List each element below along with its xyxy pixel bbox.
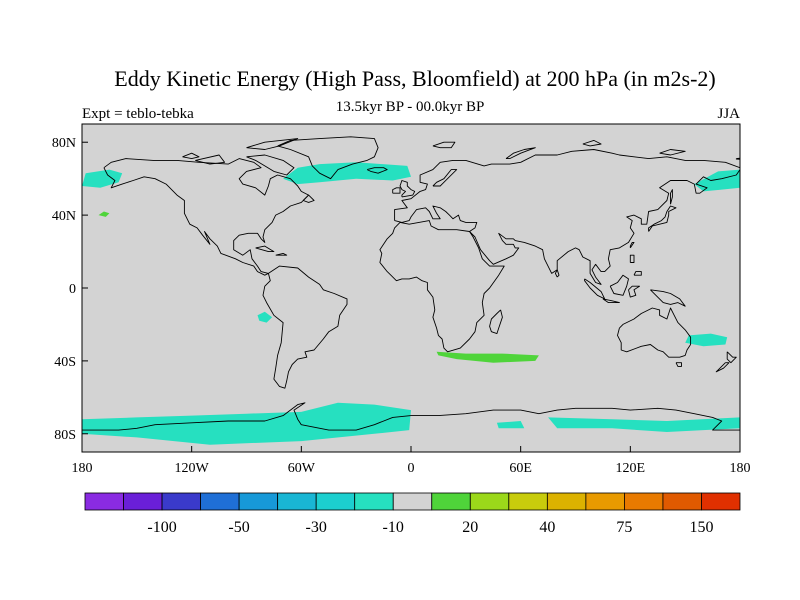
lon-tick-label-5: 120E	[616, 461, 646, 476]
coastline-taiwan	[629, 241, 635, 249]
colorbar: -100 -50 -30 -10 20 40 75 150	[84, 492, 741, 536]
colorbar-box-5	[277, 492, 317, 511]
coastline-svalbard	[432, 141, 456, 149]
coastline-sumatra	[584, 278, 606, 300]
coastline-sri-lanka	[554, 269, 560, 278]
coastline-philippines-mindanao	[633, 271, 642, 276]
lat-tick-label-40s: 40S	[54, 355, 76, 370]
colorbar-box-8	[392, 492, 433, 511]
lat-tick-label-80n: 80N	[52, 136, 76, 151]
coastline-borneo	[609, 274, 629, 296]
colorbar-label-2: -30	[306, 519, 327, 536]
anomaly-alaska-pacific-patch	[82, 169, 123, 188]
coastline-novaya-zemlya	[505, 147, 536, 160]
lon-tick-label-2: 60W	[288, 461, 316, 476]
lon-tick-label-4: 60E	[509, 461, 532, 476]
anomaly-north-pacific-small-patch	[98, 211, 110, 217]
colorbar-box-10	[469, 492, 510, 511]
colorbar-box-12	[546, 492, 587, 511]
anomaly-south-indian-ocean-band	[436, 351, 539, 363]
lat-tick-label-80s: 80S	[54, 428, 76, 443]
anomaly-south-atlantic-patch	[257, 311, 273, 323]
coastline-ireland	[392, 187, 401, 194]
colorbar-label-6: 75	[616, 519, 632, 536]
lon-tick-label-0: 180	[72, 461, 93, 476]
map-land-background	[82, 124, 740, 452]
coastline-africa	[379, 220, 505, 353]
colorbar-box-11	[508, 492, 548, 511]
coastline-ellesmere-island	[246, 138, 299, 150]
coastline-cuba	[255, 245, 275, 253]
anomaly-antarctic-band-east-small	[496, 421, 525, 429]
coastline-tasmania	[675, 362, 682, 367]
coastline-baffin-island	[246, 154, 295, 176]
coastline-great-britain	[399, 180, 416, 198]
coastline-new-guinea	[650, 289, 686, 307]
coastline-severnaya-zemlya	[582, 139, 602, 147]
colorbar-label-4: 20	[462, 519, 478, 536]
colorbar-box-14	[624, 492, 664, 511]
colorbar-box-1	[123, 492, 163, 511]
coastline-banks-island	[182, 152, 200, 160]
period-label: 13.5kyr BP - 00.0kyr BP	[336, 99, 485, 115]
colorbar-label-1: -50	[228, 519, 249, 536]
experiment-label: Expt = teblo-tebka	[82, 106, 194, 122]
coastline-greenland	[277, 136, 379, 180]
coastline-sulawesi	[628, 285, 640, 298]
coastline-iceland	[366, 167, 388, 174]
coastline-eurasia	[394, 149, 740, 285]
coastline-south-america	[262, 265, 348, 389]
colorbar-box-16	[701, 492, 741, 511]
coastline-sakhalin	[670, 189, 673, 205]
colorbar-label-5: 40	[539, 519, 555, 536]
latitude-axis: 80N 40N 0 40S 80S	[52, 136, 88, 443]
colorbar-label-0: -100	[147, 519, 176, 536]
colorbar-box-4	[238, 492, 279, 511]
coastline-victoria-island	[195, 154, 226, 165]
coastline-new-siberian-islands	[659, 149, 686, 156]
anomaly-southeast-australia-patch	[685, 333, 728, 347]
coastline-australia	[617, 307, 692, 358]
coastline-wrangel-island	[735, 157, 740, 160]
lon-tick-label-6: 180	[730, 461, 751, 476]
colorbar-box-3	[200, 492, 240, 511]
coastline-hispaniola	[275, 252, 288, 256]
anomaly-east-asia-pacific-patch	[694, 169, 740, 192]
colorbar-box-9	[431, 492, 471, 511]
anomaly-antarctic-band-east	[548, 417, 740, 432]
anomaly-fields	[82, 162, 740, 445]
coastline-japan	[648, 205, 677, 232]
colorbar-label-3: -10	[383, 519, 404, 536]
coastline-antarctica	[82, 402, 740, 452]
colorbar-box-15	[662, 492, 702, 511]
colorbar-box-6	[315, 492, 356, 511]
colorbar-box-0	[84, 492, 124, 511]
coastline-newfoundland	[302, 194, 315, 203]
colorbar-label-7: 150	[690, 519, 714, 536]
coastlines	[82, 136, 740, 452]
longitude-axis: 180 120W 60W 0 60E 120E 180	[72, 446, 751, 476]
colorbar-box-7	[354, 492, 394, 511]
lon-tick-label-1: 120W	[175, 461, 210, 476]
season-label: JJA	[717, 106, 740, 122]
coastline-java	[602, 298, 620, 304]
coastline-philippines-luzon	[629, 254, 635, 263]
lon-tick-label-3: 0	[408, 461, 415, 476]
anomaly-antarctic-band-west	[82, 402, 411, 445]
figure-title: Eddy Kinetic Energy (High Pass, Bloomfie…	[114, 66, 715, 91]
lat-tick-label-40n: 40N	[52, 209, 76, 224]
map-panel: 80N 40N 0 40S 80S 180 120W 60W 0 60E 120E 180	[52, 123, 751, 476]
coastline-madagascar	[489, 309, 503, 335]
coastline-scandinavia-inner	[432, 169, 458, 187]
coastline-north-america	[103, 158, 310, 276]
colorbar-box-13	[585, 492, 625, 511]
coastline-new-zealand-south	[715, 362, 730, 373]
lat-tick-label-0: 0	[69, 282, 76, 297]
coastline-new-zealand-north	[726, 351, 737, 364]
colorbar-box-2	[161, 492, 201, 511]
